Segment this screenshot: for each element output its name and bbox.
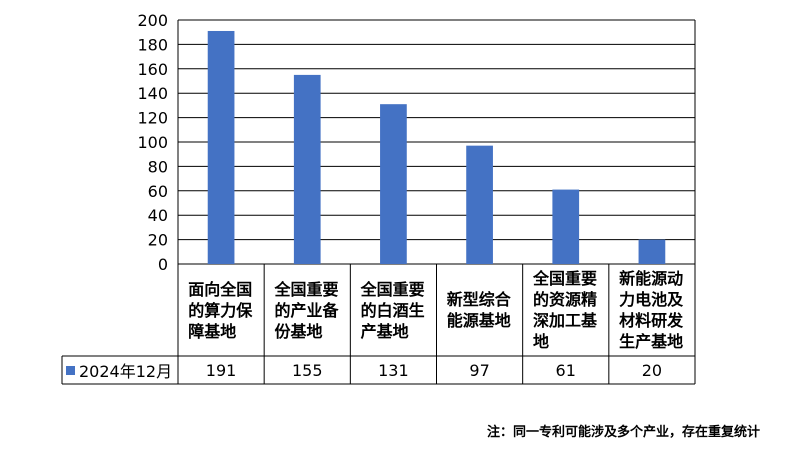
series-key: 2024年12月 xyxy=(62,356,178,384)
category-label-text: 新型综合能源基地 xyxy=(446,290,511,330)
y-tick-label: 180 xyxy=(137,35,168,54)
category-label-text: 全国重要的白酒生产基地 xyxy=(360,279,425,341)
y-tick-label: 80 xyxy=(148,157,168,176)
bar xyxy=(552,189,580,264)
category-label: 全国重要的产业备份基地 xyxy=(264,264,350,356)
category-label-text: 新能源动力电池及材料研发生产基地 xyxy=(619,269,684,351)
category-label: 全国重要的资源精深加工基地 xyxy=(523,264,609,356)
y-tick-label: 120 xyxy=(137,109,168,128)
data-table-value: 191 xyxy=(205,360,237,380)
y-tick-label: 60 xyxy=(148,182,168,201)
data-table-value: 61 xyxy=(555,360,576,380)
category-label-text: 全国重要的产业备份基地 xyxy=(274,279,339,341)
data-table-value: 155 xyxy=(291,360,323,380)
y-tick-label: 160 xyxy=(137,60,168,79)
bar xyxy=(380,104,407,265)
category-label: 新能源动力电池及材料研发生产基地 xyxy=(609,264,695,356)
category-label: 面向全国的算力保障基地 xyxy=(178,264,264,356)
y-tick-label: 100 xyxy=(137,133,168,152)
data-table-value: 131 xyxy=(378,360,409,380)
category-label: 全国重要的白酒生产基地 xyxy=(350,264,436,356)
y-tick-label: 200 xyxy=(137,11,168,30)
category-label: 新型综合能源基地 xyxy=(437,264,523,356)
series-name: 2024年12月 xyxy=(79,362,173,381)
y-tick-label: 0 xyxy=(158,255,168,274)
data-table-value: 97 xyxy=(469,360,490,380)
footnote: 注：同一专利可能涉及多个产业，存在重复统计 xyxy=(486,425,760,440)
data-table-value: 20 xyxy=(641,360,663,380)
category-label-text: 面向全国的算力保障基地 xyxy=(188,279,253,341)
series-swatch xyxy=(66,365,75,375)
bar xyxy=(638,239,666,264)
y-tick-label: 40 xyxy=(148,206,168,225)
bar xyxy=(293,74,321,265)
bar xyxy=(207,30,235,265)
y-tick-label: 20 xyxy=(148,231,168,250)
category-label-text: 全国重要的资源精深加工基地 xyxy=(532,269,597,351)
bar xyxy=(466,145,493,264)
y-tick-label: 140 xyxy=(137,84,168,103)
